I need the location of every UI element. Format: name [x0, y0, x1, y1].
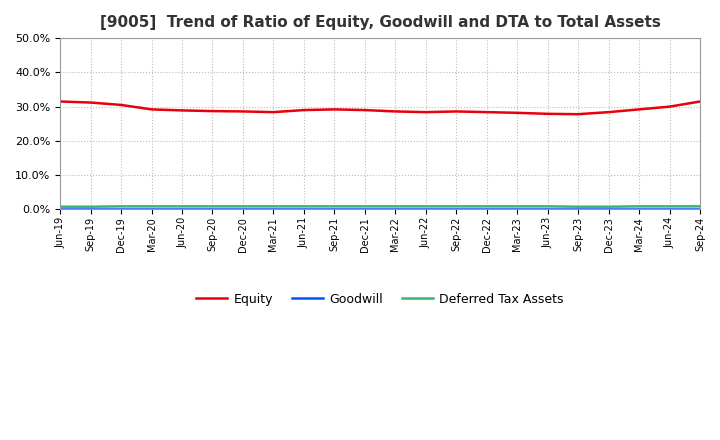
Equity: [665, 104, 674, 109]
Line: Equity: Equity: [60, 102, 700, 114]
Goodwill: [178, 207, 186, 212]
Deferred Tax Assets: [574, 204, 582, 209]
Equity: [604, 110, 613, 115]
Equity: [300, 107, 308, 113]
Equity: [238, 109, 247, 114]
Goodwill: [391, 207, 400, 212]
Goodwill: [86, 207, 95, 212]
Deferred Tax Assets: [269, 204, 278, 209]
Goodwill: [300, 207, 308, 212]
Equity: [696, 99, 704, 104]
Equity: [574, 112, 582, 117]
Goodwill: [482, 207, 491, 212]
Goodwill: [544, 207, 552, 212]
Deferred Tax Assets: [361, 204, 369, 209]
Deferred Tax Assets: [665, 204, 674, 209]
Goodwill: [665, 207, 674, 212]
Goodwill: [55, 207, 64, 212]
Equity: [391, 109, 400, 114]
Deferred Tax Assets: [635, 204, 644, 209]
Equity: [55, 99, 64, 104]
Goodwill: [696, 207, 704, 212]
Equity: [635, 107, 644, 112]
Goodwill: [604, 207, 613, 212]
Deferred Tax Assets: [604, 204, 613, 209]
Goodwill: [574, 207, 582, 212]
Equity: [269, 110, 278, 115]
Equity: [513, 110, 521, 115]
Equity: [208, 109, 217, 114]
Equity: [86, 100, 95, 105]
Deferred Tax Assets: [513, 204, 521, 209]
Goodwill: [452, 207, 461, 212]
Goodwill: [361, 207, 369, 212]
Equity: [147, 107, 156, 112]
Deferred Tax Assets: [208, 204, 217, 209]
Deferred Tax Assets: [482, 204, 491, 209]
Deferred Tax Assets: [55, 204, 64, 209]
Deferred Tax Assets: [696, 204, 704, 209]
Goodwill: [513, 207, 521, 212]
Goodwill: [147, 207, 156, 212]
Deferred Tax Assets: [300, 204, 308, 209]
Deferred Tax Assets: [391, 204, 400, 209]
Deferred Tax Assets: [147, 204, 156, 209]
Goodwill: [635, 207, 644, 212]
Deferred Tax Assets: [117, 204, 125, 209]
Goodwill: [421, 207, 430, 212]
Title: [9005]  Trend of Ratio of Equity, Goodwill and DTA to Total Assets: [9005] Trend of Ratio of Equity, Goodwil…: [99, 15, 660, 30]
Goodwill: [208, 207, 217, 212]
Equity: [421, 110, 430, 115]
Deferred Tax Assets: [544, 204, 552, 209]
Equity: [361, 107, 369, 113]
Equity: [117, 102, 125, 107]
Deferred Tax Assets: [86, 204, 95, 209]
Equity: [452, 109, 461, 114]
Goodwill: [330, 207, 338, 212]
Goodwill: [117, 207, 125, 212]
Deferred Tax Assets: [238, 204, 247, 209]
Equity: [330, 107, 338, 112]
Deferred Tax Assets: [330, 204, 338, 209]
Goodwill: [269, 207, 278, 212]
Equity: [544, 111, 552, 117]
Equity: [482, 110, 491, 115]
Equity: [178, 108, 186, 113]
Deferred Tax Assets: [452, 204, 461, 209]
Legend: Equity, Goodwill, Deferred Tax Assets: Equity, Goodwill, Deferred Tax Assets: [192, 288, 569, 311]
Goodwill: [238, 207, 247, 212]
Deferred Tax Assets: [421, 204, 430, 209]
Deferred Tax Assets: [178, 204, 186, 209]
